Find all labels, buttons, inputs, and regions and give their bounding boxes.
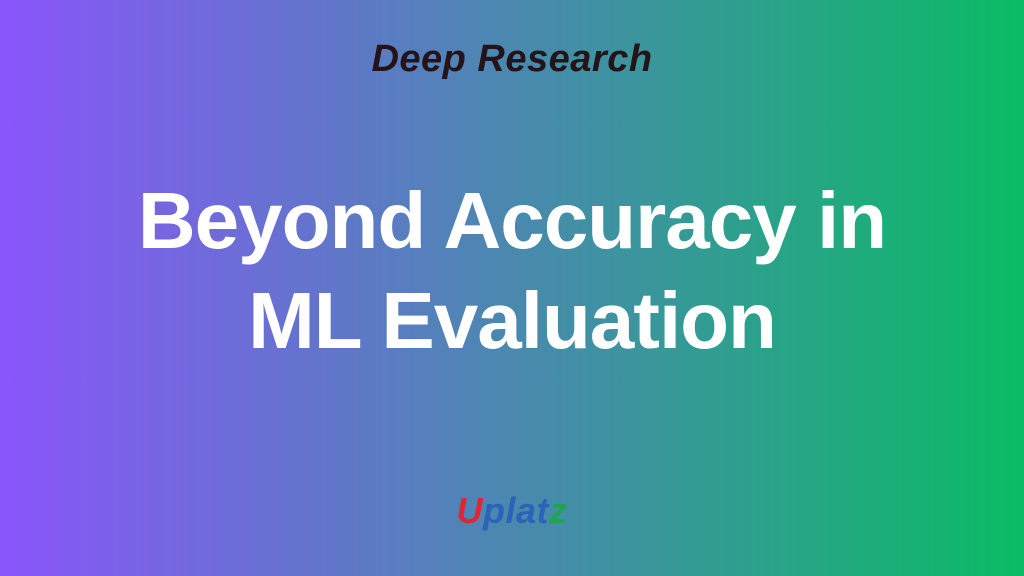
main-title-line-1: Beyond Accuracy in: [137, 175, 887, 265]
uplatz-logo: Uplatz: [456, 490, 567, 532]
logo-segment-u: U: [456, 490, 483, 531]
logo-segment-z: z: [549, 490, 568, 531]
main-title: Beyond Accuracy in ML Evaluation: [137, 81, 887, 490]
logo-segment-plat: plat: [482, 490, 549, 531]
main-title-line-2: ML Evaluation: [248, 275, 777, 365]
header-title: Deep Research: [371, 38, 653, 80]
